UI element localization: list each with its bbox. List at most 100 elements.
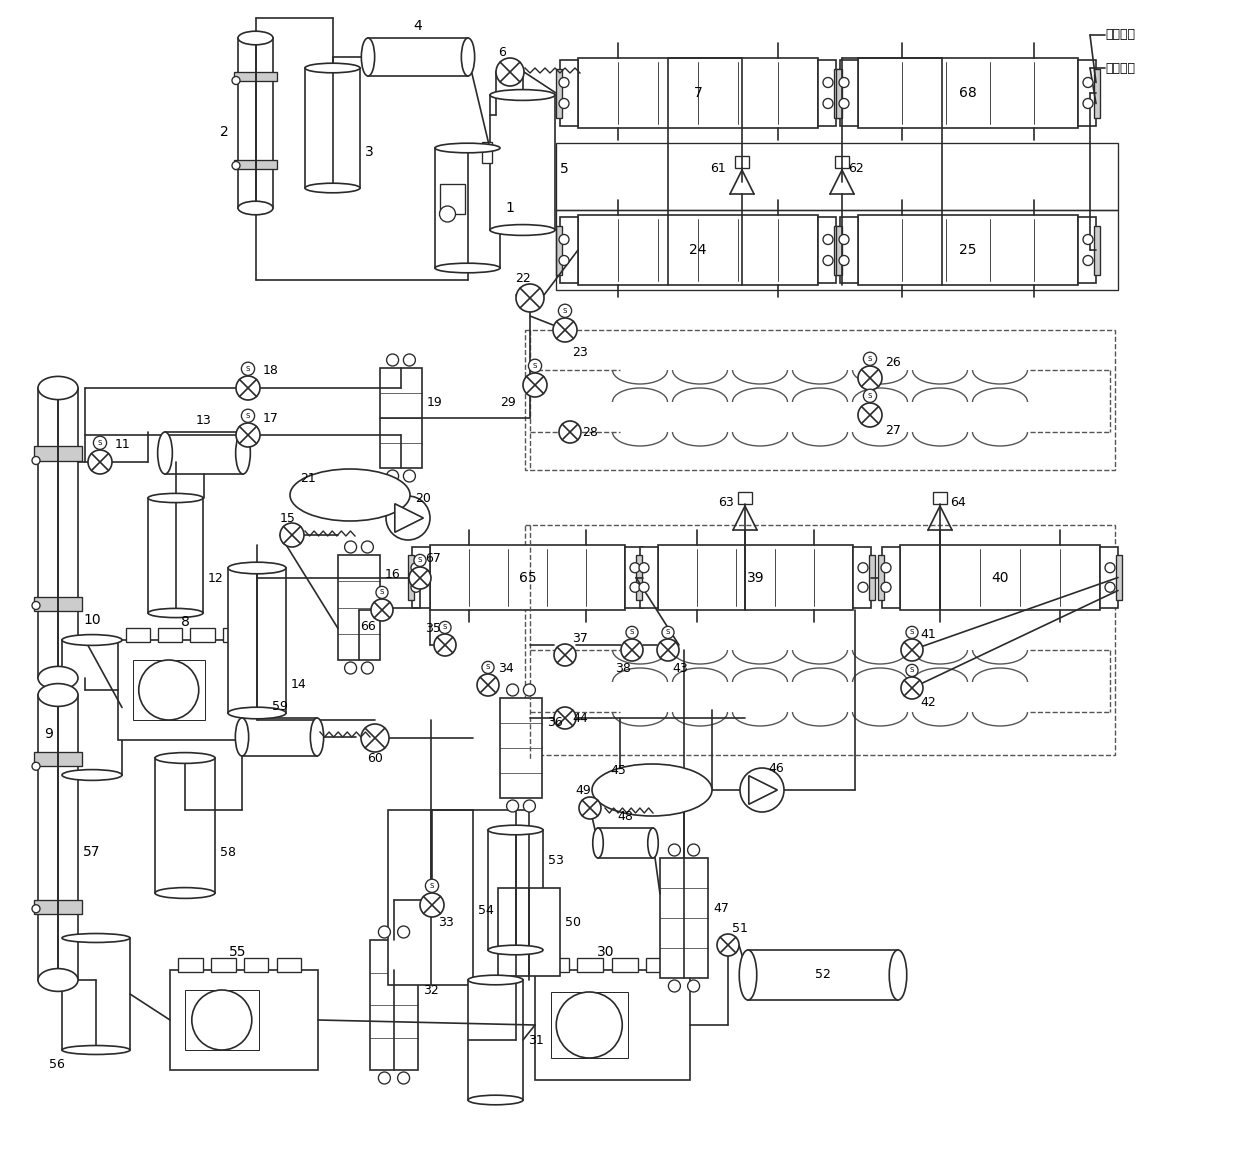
Text: 6: 6 — [498, 46, 506, 59]
Ellipse shape — [62, 934, 130, 942]
Bar — [339, 556, 379, 660]
Circle shape — [559, 255, 569, 266]
Bar — [1094, 225, 1100, 274]
Circle shape — [236, 376, 260, 400]
Circle shape — [361, 724, 389, 752]
Bar — [835, 68, 839, 117]
Circle shape — [516, 284, 544, 312]
Bar — [244, 958, 268, 972]
Text: S: S — [910, 629, 914, 635]
Text: 28: 28 — [582, 425, 598, 438]
Circle shape — [361, 541, 373, 553]
Bar — [869, 554, 875, 600]
Circle shape — [858, 403, 882, 427]
Text: S: S — [486, 665, 490, 670]
Bar — [556, 143, 1118, 210]
Text: S: S — [443, 625, 448, 631]
Bar — [640, 547, 658, 608]
Bar — [388, 810, 472, 984]
Circle shape — [863, 353, 877, 366]
Text: 64: 64 — [950, 496, 966, 509]
Bar — [370, 940, 418, 1070]
Circle shape — [554, 643, 577, 666]
Circle shape — [553, 318, 577, 342]
Circle shape — [93, 436, 107, 449]
Ellipse shape — [228, 707, 286, 718]
Text: 62: 62 — [848, 162, 864, 175]
Circle shape — [280, 523, 304, 547]
Bar — [660, 858, 708, 977]
Circle shape — [139, 660, 198, 720]
Text: 29: 29 — [500, 395, 516, 409]
Circle shape — [403, 470, 415, 482]
Circle shape — [482, 661, 494, 674]
Circle shape — [434, 634, 456, 656]
Text: 41: 41 — [920, 628, 936, 641]
Bar — [835, 225, 839, 274]
Bar — [878, 554, 884, 600]
Circle shape — [192, 990, 252, 1050]
Text: 12: 12 — [208, 572, 223, 585]
Bar — [62, 938, 130, 1050]
Ellipse shape — [461, 38, 475, 76]
Text: S: S — [430, 883, 434, 888]
Text: S: S — [868, 393, 872, 398]
Ellipse shape — [236, 432, 250, 473]
Circle shape — [621, 639, 644, 661]
Text: 23: 23 — [572, 346, 588, 359]
Text: S: S — [868, 356, 872, 362]
Circle shape — [657, 639, 680, 661]
Ellipse shape — [305, 183, 360, 193]
Ellipse shape — [739, 950, 756, 1000]
Circle shape — [378, 926, 391, 938]
Text: 54: 54 — [477, 904, 494, 917]
Circle shape — [32, 457, 40, 464]
Bar — [500, 699, 542, 798]
Circle shape — [626, 626, 639, 639]
Circle shape — [523, 684, 536, 696]
Circle shape — [559, 77, 569, 88]
Ellipse shape — [290, 469, 410, 522]
Text: S: S — [246, 413, 250, 418]
Ellipse shape — [435, 143, 500, 152]
Text: 18: 18 — [263, 363, 279, 376]
Bar — [440, 184, 465, 214]
Circle shape — [232, 162, 241, 170]
Bar — [835, 156, 849, 168]
Text: 59: 59 — [272, 700, 288, 713]
Circle shape — [906, 626, 918, 639]
Text: 48: 48 — [618, 810, 634, 823]
Circle shape — [1083, 77, 1092, 88]
Bar — [858, 57, 1078, 128]
Circle shape — [717, 934, 739, 956]
Circle shape — [823, 98, 833, 109]
Circle shape — [839, 77, 849, 88]
Bar — [305, 68, 360, 188]
Text: S: S — [246, 366, 250, 372]
Text: 33: 33 — [438, 915, 454, 928]
Ellipse shape — [238, 202, 273, 214]
Text: 51: 51 — [732, 921, 748, 934]
Bar — [33, 900, 82, 914]
Text: 3: 3 — [365, 145, 373, 159]
Ellipse shape — [593, 827, 603, 858]
Circle shape — [662, 626, 675, 639]
Circle shape — [630, 582, 640, 592]
Circle shape — [639, 582, 649, 592]
Bar — [646, 958, 672, 972]
Ellipse shape — [148, 608, 203, 618]
Bar — [735, 156, 749, 168]
Bar — [611, 958, 637, 972]
Bar — [818, 217, 836, 282]
Circle shape — [378, 1072, 391, 1084]
Circle shape — [376, 586, 388, 599]
Circle shape — [554, 707, 577, 729]
Circle shape — [639, 563, 649, 573]
Bar — [242, 718, 317, 756]
Circle shape — [507, 684, 518, 696]
Bar — [412, 547, 430, 608]
Text: 9: 9 — [43, 728, 53, 742]
Bar — [1116, 554, 1122, 600]
Bar — [118, 640, 263, 740]
Bar — [1100, 547, 1118, 608]
